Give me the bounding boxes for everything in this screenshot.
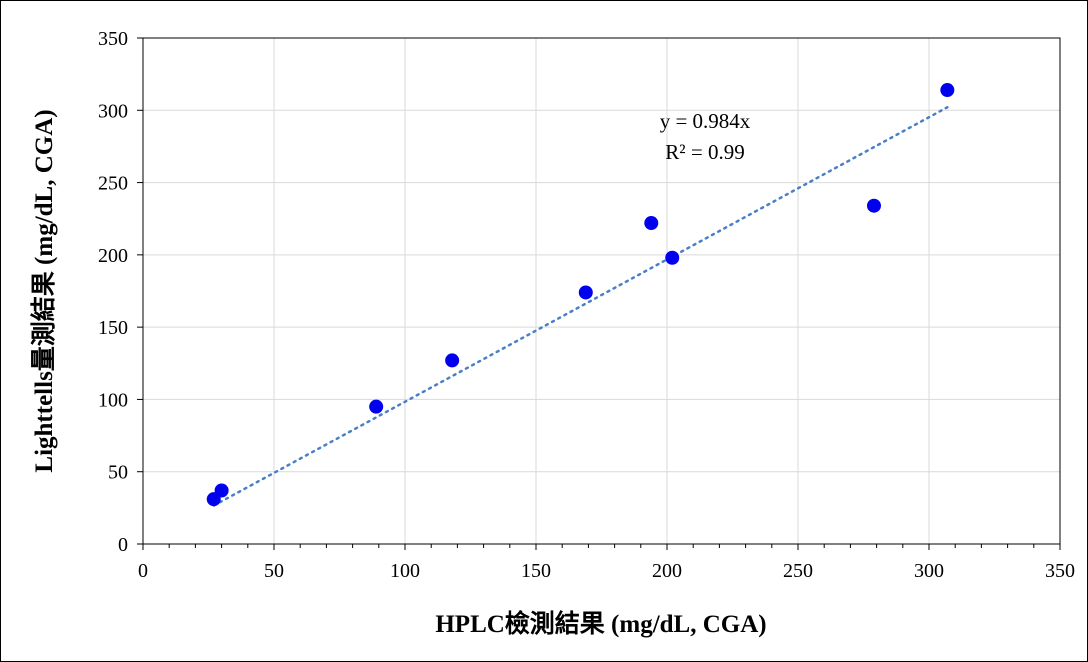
data-point (369, 399, 384, 414)
data-point (214, 483, 229, 498)
trendline-equation: y = 0.984x (660, 109, 751, 133)
x-tick-label: 300 (914, 560, 944, 582)
y-tick-label: 150 (98, 317, 128, 339)
x-tick-label: 150 (521, 560, 551, 582)
data-point (940, 83, 955, 98)
x-tick-label: 50 (264, 560, 284, 582)
r-squared-label: R² = 0.99 (665, 140, 744, 164)
y-tick-label: 300 (98, 100, 128, 122)
data-points (206, 83, 955, 507)
y-axis-title: Lighttells量測結果 (mg/dL, CGA) (29, 109, 58, 472)
plot-area-border (142, 37, 1061, 545)
y-tick-label: 0 (118, 534, 128, 556)
x-tick-labels: 0 50 100 150 200 250 300 350 (138, 560, 1075, 582)
y-tick-label: 100 (98, 389, 128, 411)
x-tick-label: 200 (652, 560, 682, 582)
x-axis-title: HPLC檢測結果 (mg/dL, CGA) (435, 609, 766, 638)
y-tick-labels: 0 50 100 150 200 250 300 350 (98, 28, 128, 556)
x-tick-label: 250 (783, 560, 813, 582)
y-tick-label: 50 (108, 462, 128, 484)
y-tick-label: 200 (98, 245, 128, 267)
grid-lines (143, 38, 1060, 544)
axis-ticks (137, 37, 1061, 550)
data-point (665, 250, 680, 265)
data-point (445, 353, 460, 368)
x-tick-label: 100 (390, 560, 420, 582)
data-point (578, 285, 593, 300)
y-tick-label: 350 (98, 28, 128, 50)
y-tick-label: 250 (98, 173, 128, 195)
x-tick-label: 0 (138, 560, 148, 582)
data-point (866, 198, 881, 213)
trendline (212, 106, 949, 507)
data-point (644, 216, 659, 231)
x-tick-label: 350 (1045, 560, 1075, 582)
